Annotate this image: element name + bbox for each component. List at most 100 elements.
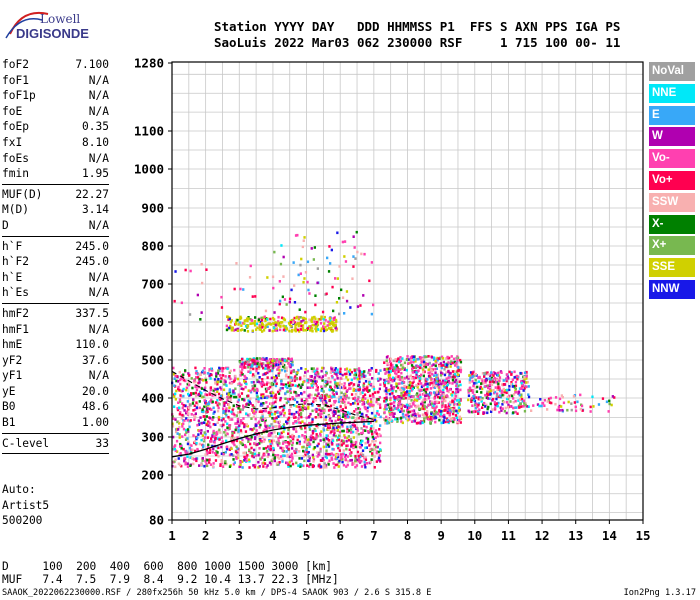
echo-point bbox=[475, 381, 478, 385]
echo-point bbox=[209, 425, 212, 429]
echo-point bbox=[292, 414, 295, 418]
echo-point bbox=[467, 394, 471, 397]
echo-point bbox=[333, 368, 336, 372]
echo-point bbox=[268, 426, 271, 430]
echo-point bbox=[247, 440, 250, 443]
echo-point bbox=[375, 412, 379, 415]
echo-point bbox=[220, 460, 223, 463]
echo-point bbox=[337, 436, 340, 439]
echo-point bbox=[301, 383, 304, 386]
echo-point bbox=[196, 403, 199, 406]
echo-point bbox=[283, 406, 286, 409]
echo-point bbox=[444, 379, 447, 382]
echo-point bbox=[239, 429, 243, 432]
echo-point bbox=[346, 378, 350, 382]
echo-point bbox=[434, 364, 437, 367]
echo-point bbox=[183, 459, 186, 463]
echo-point bbox=[249, 442, 252, 446]
echo-point bbox=[348, 452, 352, 455]
echo-point bbox=[297, 324, 300, 328]
echo-point bbox=[264, 326, 267, 329]
echo-point bbox=[453, 370, 456, 374]
echo-point bbox=[277, 440, 280, 443]
echo-point bbox=[228, 453, 232, 457]
echo-point bbox=[200, 438, 203, 442]
echo-point bbox=[301, 445, 304, 449]
echo-point bbox=[346, 389, 349, 392]
echo-point bbox=[329, 319, 332, 322]
echo-point bbox=[451, 408, 454, 411]
echo-point bbox=[307, 455, 310, 458]
echo-point bbox=[234, 377, 237, 380]
echo-point bbox=[505, 397, 509, 401]
echo-point bbox=[597, 403, 601, 406]
echo-point bbox=[502, 387, 505, 391]
echo-point bbox=[387, 389, 390, 392]
echo-point bbox=[357, 432, 360, 436]
echo-point bbox=[202, 438, 205, 441]
echo-point bbox=[352, 265, 355, 268]
echo-point bbox=[191, 402, 195, 405]
echo-point bbox=[269, 385, 272, 389]
echo-point bbox=[252, 410, 255, 413]
echo-point bbox=[239, 316, 243, 320]
echo-point bbox=[523, 402, 526, 405]
echo-point bbox=[248, 448, 251, 452]
echo-point bbox=[372, 418, 375, 422]
echo-point bbox=[373, 455, 376, 458]
echo-point bbox=[344, 392, 347, 396]
echo-point bbox=[205, 402, 208, 405]
echo-point bbox=[292, 397, 295, 401]
x-tick-label-12: 12 bbox=[535, 528, 550, 543]
echo-point bbox=[287, 463, 290, 466]
echo-point bbox=[270, 431, 273, 435]
echo-point bbox=[323, 409, 327, 413]
echo-point bbox=[279, 436, 282, 439]
echo-point bbox=[418, 393, 422, 397]
echo-point bbox=[214, 423, 217, 426]
echo-point bbox=[389, 357, 392, 361]
echo-point bbox=[293, 328, 297, 332]
echo-point bbox=[453, 373, 456, 376]
echo-point bbox=[201, 447, 204, 451]
echo-point bbox=[344, 260, 348, 263]
echo-point bbox=[376, 402, 380, 406]
echo-point bbox=[298, 308, 301, 311]
echo-point bbox=[308, 438, 311, 441]
echo-point bbox=[284, 392, 287, 395]
echo-point bbox=[323, 401, 326, 404]
echo-point bbox=[185, 417, 188, 420]
echo-point bbox=[249, 389, 252, 393]
echo-point bbox=[250, 381, 253, 384]
echo-point bbox=[390, 419, 393, 422]
echo-point bbox=[235, 439, 239, 443]
echo-point bbox=[425, 355, 428, 359]
echo-point bbox=[286, 422, 289, 425]
echo-point bbox=[502, 400, 506, 404]
echo-point bbox=[388, 374, 392, 377]
echo-point bbox=[316, 444, 319, 448]
echo-point bbox=[355, 431, 358, 434]
notes-line3: 500200 bbox=[2, 514, 43, 528]
echo-point bbox=[227, 415, 230, 419]
echo-point bbox=[178, 422, 181, 425]
echo-point bbox=[423, 404, 426, 408]
echo-point bbox=[430, 364, 434, 368]
echo-point bbox=[370, 312, 373, 316]
echo-point bbox=[249, 402, 252, 405]
echo-point bbox=[339, 372, 342, 375]
echo-point bbox=[198, 381, 201, 384]
echo-point bbox=[269, 463, 273, 466]
echo-point bbox=[254, 454, 258, 457]
echo-point bbox=[389, 396, 392, 400]
echo-point bbox=[258, 360, 262, 364]
echo-point bbox=[313, 320, 316, 323]
echo-point bbox=[297, 317, 300, 321]
echo-point bbox=[417, 369, 420, 372]
echo-point bbox=[354, 418, 357, 422]
echo-point bbox=[196, 447, 199, 451]
echo-point bbox=[371, 440, 374, 443]
echo-point bbox=[526, 380, 529, 384]
echo-point bbox=[246, 402, 249, 406]
echo-point bbox=[304, 368, 307, 371]
